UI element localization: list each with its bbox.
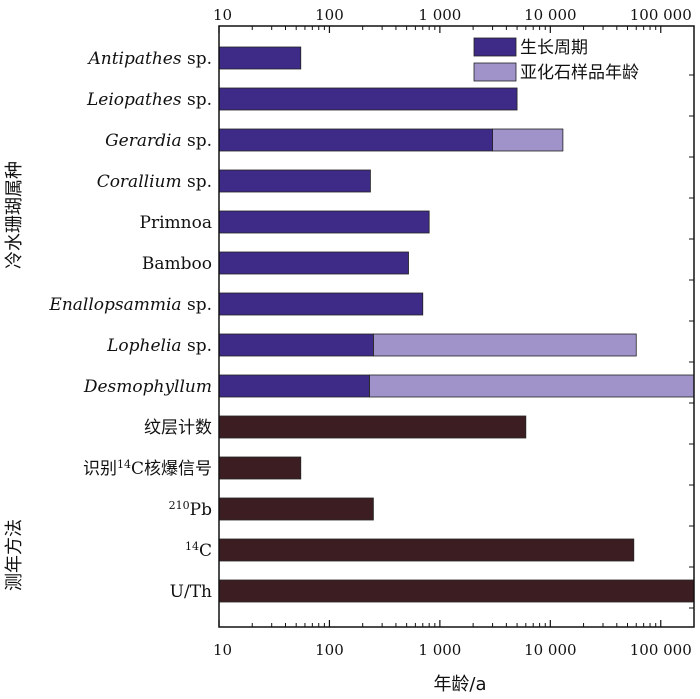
- category-labels: Antipathes sp. Leiopathes sp. Gerardia sp.…: [48, 49, 212, 602]
- bar-growth: [218, 374, 370, 398]
- x-tick-label-top: 1 000: [418, 6, 461, 24]
- plot-frame: [218, 25, 695, 628]
- bars-layer: [218, 46, 695, 603]
- x-tick-label-top: 100 000: [630, 6, 692, 24]
- category-label: 210Pb: [169, 499, 212, 521]
- category-label: Lophelia sp.: [106, 336, 212, 356]
- bar-method: [218, 579, 695, 603]
- category-label: 纹层计数: [144, 418, 212, 438]
- x-tick-label-bottom: 100: [315, 641, 344, 659]
- group-label-corals: 冷水珊瑚属种: [4, 161, 25, 269]
- x-tick-label-top: 10 000: [524, 6, 577, 24]
- x-tick-label-bottom: 1 000: [418, 641, 461, 659]
- category-label: Gerardia sp.: [105, 131, 212, 151]
- bar-method: [218, 415, 527, 439]
- bar-growth: [218, 333, 374, 357]
- legend-swatch-subfossil: [473, 62, 517, 82]
- bar-growth: [218, 128, 493, 152]
- category-label: 识别14C核爆信号: [83, 458, 212, 480]
- bar-method: [218, 497, 374, 521]
- ticks-layer: 10 10 100 100 1 000 1 000 10 000 10 000 100 000 1…: [213, 6, 695, 659]
- bar-subfossil: [492, 128, 564, 152]
- category-label: U/Th: [170, 582, 212, 602]
- bar-growth: [218, 251, 409, 275]
- category-label: Primnoa: [140, 213, 212, 233]
- category-label: Leiopathes sp.: [86, 90, 212, 110]
- bar-growth: [218, 87, 518, 111]
- bar-growth: [218, 46, 302, 70]
- category-label: 14C: [185, 540, 212, 562]
- bar-method: [218, 538, 635, 562]
- bar-subfossil: [372, 333, 637, 357]
- bar-growth: [218, 292, 424, 316]
- x-axis-title: 年龄/a: [433, 674, 486, 695]
- x-tick-label-bottom: 10 000: [524, 641, 577, 659]
- category-label: Antipathes sp.: [87, 49, 213, 69]
- legend-swatch-growth: [473, 37, 517, 57]
- bar-growth: [218, 210, 430, 234]
- category-label: Enallopsammia sp.: [48, 295, 212, 315]
- legend-label-subfossil: 亚化石样品年龄: [520, 63, 639, 83]
- legend-label-growth: 生长周期: [520, 38, 588, 58]
- x-tick-label-top: 10: [213, 6, 232, 24]
- category-label: Desmophyllum: [83, 377, 212, 397]
- x-tick-label-bottom: 10: [213, 641, 232, 659]
- bar-subfossil: [368, 374, 695, 398]
- category-label: Bamboo: [142, 254, 212, 274]
- bar-method: [218, 456, 302, 480]
- x-tick-label-top: 100: [315, 6, 344, 24]
- x-tick-label-bottom: 100 000: [630, 641, 692, 659]
- category-label: Corallium sp.: [97, 172, 212, 192]
- group-label-methods: 测年方法: [4, 519, 25, 591]
- bar-growth: [218, 169, 371, 193]
